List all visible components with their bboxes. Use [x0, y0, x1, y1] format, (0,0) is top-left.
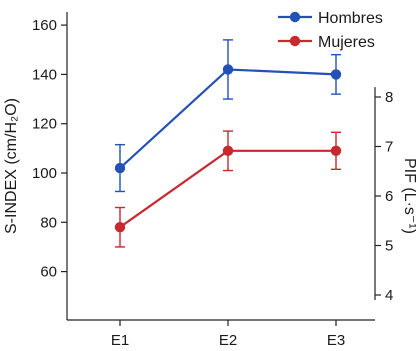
y-left-tick-label: 60: [40, 264, 57, 281]
series-layer: [114, 39, 342, 248]
x-tick-label: E2: [219, 332, 237, 349]
data-point: [114, 162, 126, 174]
legend-entry-mujeres: Mujeres: [278, 34, 375, 51]
y-left-tick-label: 140: [32, 66, 57, 83]
legend-marker: [289, 35, 301, 47]
y-left-tick-label: 120: [32, 116, 57, 133]
y-left-tick-label: 100: [32, 165, 57, 182]
y-right-tick-label: 4: [385, 287, 393, 304]
axes: 60 80 100 120 140 160 S-INDEX (cm/H₂O) E1 E2 E3 4 5…: [3, 12, 416, 349]
x-tick-label: E3: [327, 332, 345, 349]
data-point: [222, 64, 234, 75]
legend-marker: [289, 11, 301, 23]
legend-entry-hombres: Hombres: [278, 10, 383, 27]
data-point: [330, 145, 342, 157]
y-right-axis-title: PIF (L·s⁻¹): [401, 158, 416, 234]
legend-label: Mujeres: [318, 34, 375, 51]
y-right-tick-label: 8: [385, 89, 393, 106]
y-right-tick-label: 7: [385, 139, 393, 156]
y-right-tick-label: 6: [385, 188, 393, 205]
series-mujeres: [114, 130, 342, 248]
data-point: [114, 222, 126, 233]
data-point: [330, 69, 342, 80]
y-left-axis-title: S-INDEX (cm/H₂O): [3, 98, 20, 234]
series-hombres: [114, 39, 342, 193]
legend-label: Hombres: [318, 10, 383, 27]
y-left-tick-label: 160: [32, 17, 57, 34]
legend: Hombres Mujeres: [278, 10, 383, 51]
y-left-tick-label: 80: [40, 214, 57, 231]
y-right-tick-label: 5: [385, 238, 393, 255]
data-point: [222, 145, 234, 157]
x-tick-label: E1: [111, 332, 129, 349]
